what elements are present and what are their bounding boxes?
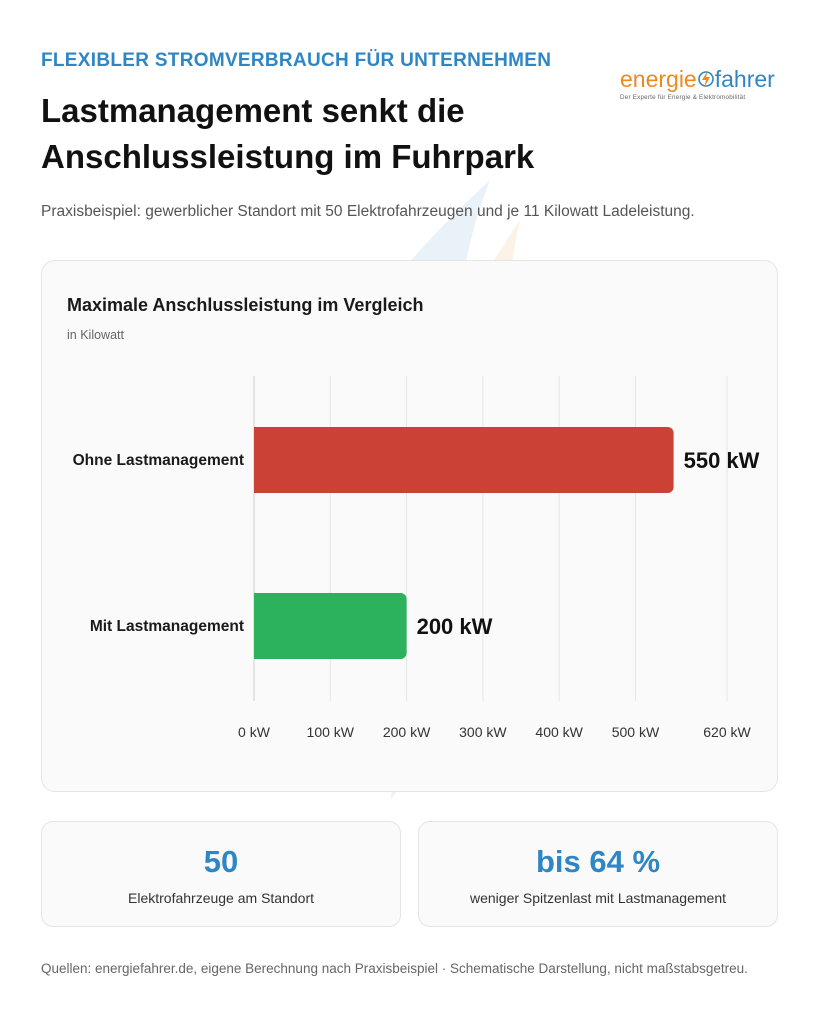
stat-card-vehicles: 50 Elektrofahrzeuge am Standort <box>41 821 401 927</box>
x-tick-label: 400 kW <box>535 724 583 740</box>
logo-tagline: Der Experte für Energie & Elektromobilit… <box>620 94 746 101</box>
stat-value-peak-reduction: bis 64 % <box>535 844 661 879</box>
bar-chart: 0 kW 100 kW 200 kW 300 kW 400 kW 500 kW 620 kW… <box>73 376 760 740</box>
x-tick-label: 620 kW <box>703 724 751 740</box>
bar <box>254 427 674 493</box>
chart-title: Maximale Anschlussleistung im Vergleich <box>67 295 424 315</box>
x-tick-label: 200 kW <box>383 724 431 740</box>
lightning-bolt-icon <box>697 70 714 88</box>
logo-word-part2: fahrer <box>714 66 775 92</box>
x-tick-label: 100 kW <box>307 724 355 740</box>
stat-label-vehicles: Elektrofahrzeuge am Standort <box>128 890 314 906</box>
bar <box>254 593 407 659</box>
energiefahrer-logo: energie fahrer Der Experte für Energie &… <box>620 66 780 112</box>
logo-word-part1: energie <box>620 66 697 92</box>
x-tick-label: 500 kW <box>612 724 660 740</box>
page-subtitle: Praxisbeispiel: gewerblicher Standort mi… <box>41 203 695 220</box>
category-label: Ohne Lastmanagement <box>73 452 244 469</box>
stat-label-peak-reduction: weniger Spitzenlast mit Lastmanagement <box>469 890 727 906</box>
stat-card-peak-reduction: bis 64 % weniger Spitzenlast mit Lastman… <box>418 821 778 927</box>
x-tick-label: 0 kW <box>238 724 271 740</box>
bar-left-edge <box>254 427 262 493</box>
bar-left-edge <box>254 593 262 659</box>
x-tick-label: 300 kW <box>459 724 507 740</box>
stat-value-vehicles: 50 <box>203 844 239 879</box>
chart-unit-subtitle: in Kilowatt <box>67 328 124 342</box>
data-label: 550 kW <box>684 448 760 473</box>
chart-card: Maximale Anschlussleistung im Vergleich … <box>41 260 778 792</box>
page-title: Lastmanagement senkt die Anschlussleistu… <box>41 92 535 175</box>
category-label: Mit Lastmanagement <box>90 618 244 635</box>
source-footnote: Quellen: energiefahrer.de, eigene Berech… <box>41 961 748 976</box>
data-label: 200 kW <box>417 614 493 639</box>
eyebrow-label: FLEXIBLER STROMVERBRAUCH FÜR UNTERNEHMEN <box>41 50 552 71</box>
